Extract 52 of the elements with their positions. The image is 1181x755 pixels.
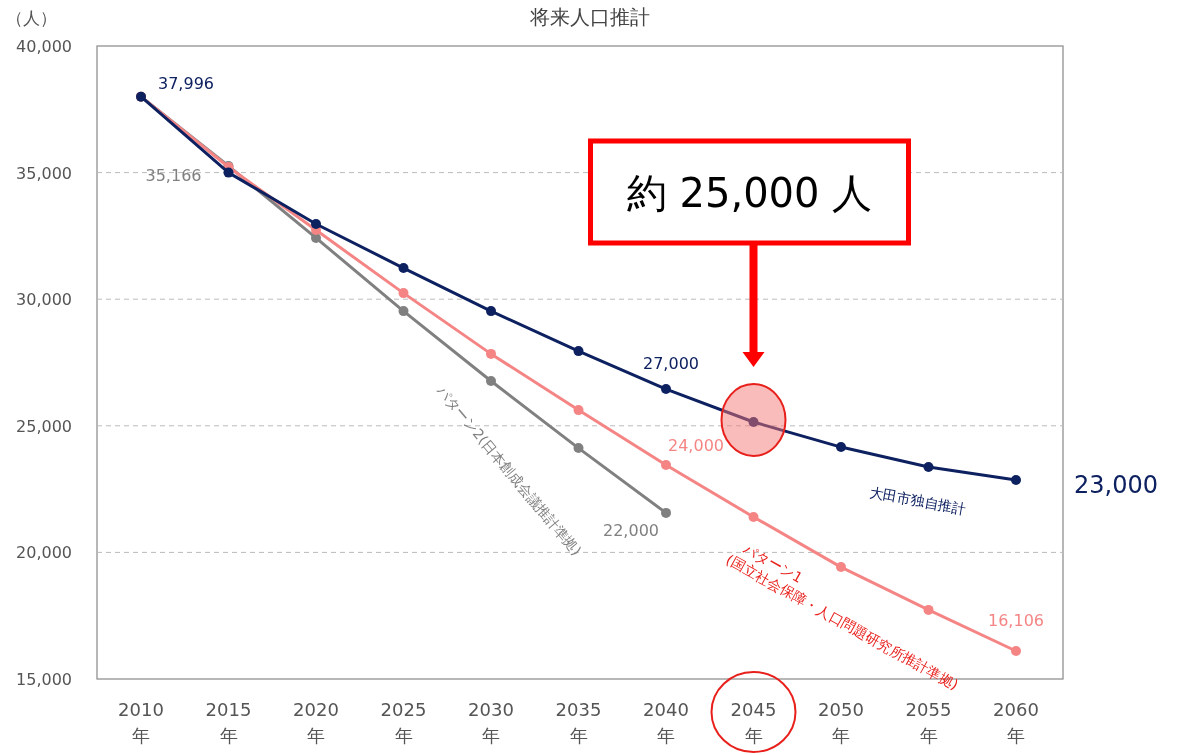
point (573, 346, 584, 357)
x-tick-label: 2020年 (293, 699, 339, 746)
text: パターン2(日本創成会議推計準拠) (433, 381, 585, 559)
chart-title: 将来人口推計 (529, 5, 650, 29)
point (748, 417, 759, 427)
x-tick-label: 2035年 (555, 699, 602, 746)
point (923, 462, 934, 473)
annotation: 約 25,000 人 (626, 170, 873, 216)
x-tick-label: 2060年 (993, 699, 1039, 746)
point (1011, 474, 1021, 485)
point (223, 167, 234, 178)
point (836, 562, 846, 573)
point (748, 511, 759, 522)
x-tick-label: 2040年 (643, 699, 689, 746)
x-tick-label: 2055年 (905, 699, 952, 746)
annotation: 27,000 (643, 354, 699, 374)
annotation: 35,166 (145, 166, 202, 186)
y-tick-label: 15,000 (16, 670, 72, 689)
point (398, 263, 409, 274)
point (661, 384, 671, 395)
point (398, 288, 409, 299)
y-tick-label: 30,000 (16, 290, 72, 310)
point (661, 460, 671, 471)
annotation: 24,000 (668, 436, 724, 456)
text: パターン1(国立社会保障・人口問題研究所推計準拠) (723, 539, 962, 693)
x-tick-label: 2045年 (730, 699, 777, 746)
y-tick-label: 35,000 (16, 163, 72, 183)
point (836, 442, 846, 453)
point (573, 405, 584, 416)
x-tick-label: 2025年 (380, 699, 427, 746)
x-tick-label: 2010年 (118, 699, 164, 746)
y-tick-label: 40,000 (16, 37, 72, 56)
point (486, 348, 496, 359)
x-tick-label: 2050年 (818, 699, 864, 746)
data-label: 37,996 (158, 73, 214, 93)
point (486, 306, 496, 317)
text: 大田市独自推計 (867, 484, 968, 518)
point (661, 507, 671, 518)
x-tick-label: 2030年 (468, 699, 514, 746)
y-axis-title: （人） (6, 8, 57, 28)
point (923, 604, 934, 615)
y-tick-label: 25,000 (16, 416, 72, 436)
x-tick-label: 2015年 (205, 699, 252, 746)
annotation: 22,000 (603, 520, 659, 540)
y-tick-label: 20,000 (16, 543, 72, 563)
point (398, 306, 409, 317)
data-label: 16,106 (988, 611, 1044, 630)
text: 23,000 (1074, 470, 1158, 499)
point (486, 375, 496, 386)
point (311, 219, 321, 229)
point (1011, 646, 1021, 656)
point (573, 443, 584, 454)
